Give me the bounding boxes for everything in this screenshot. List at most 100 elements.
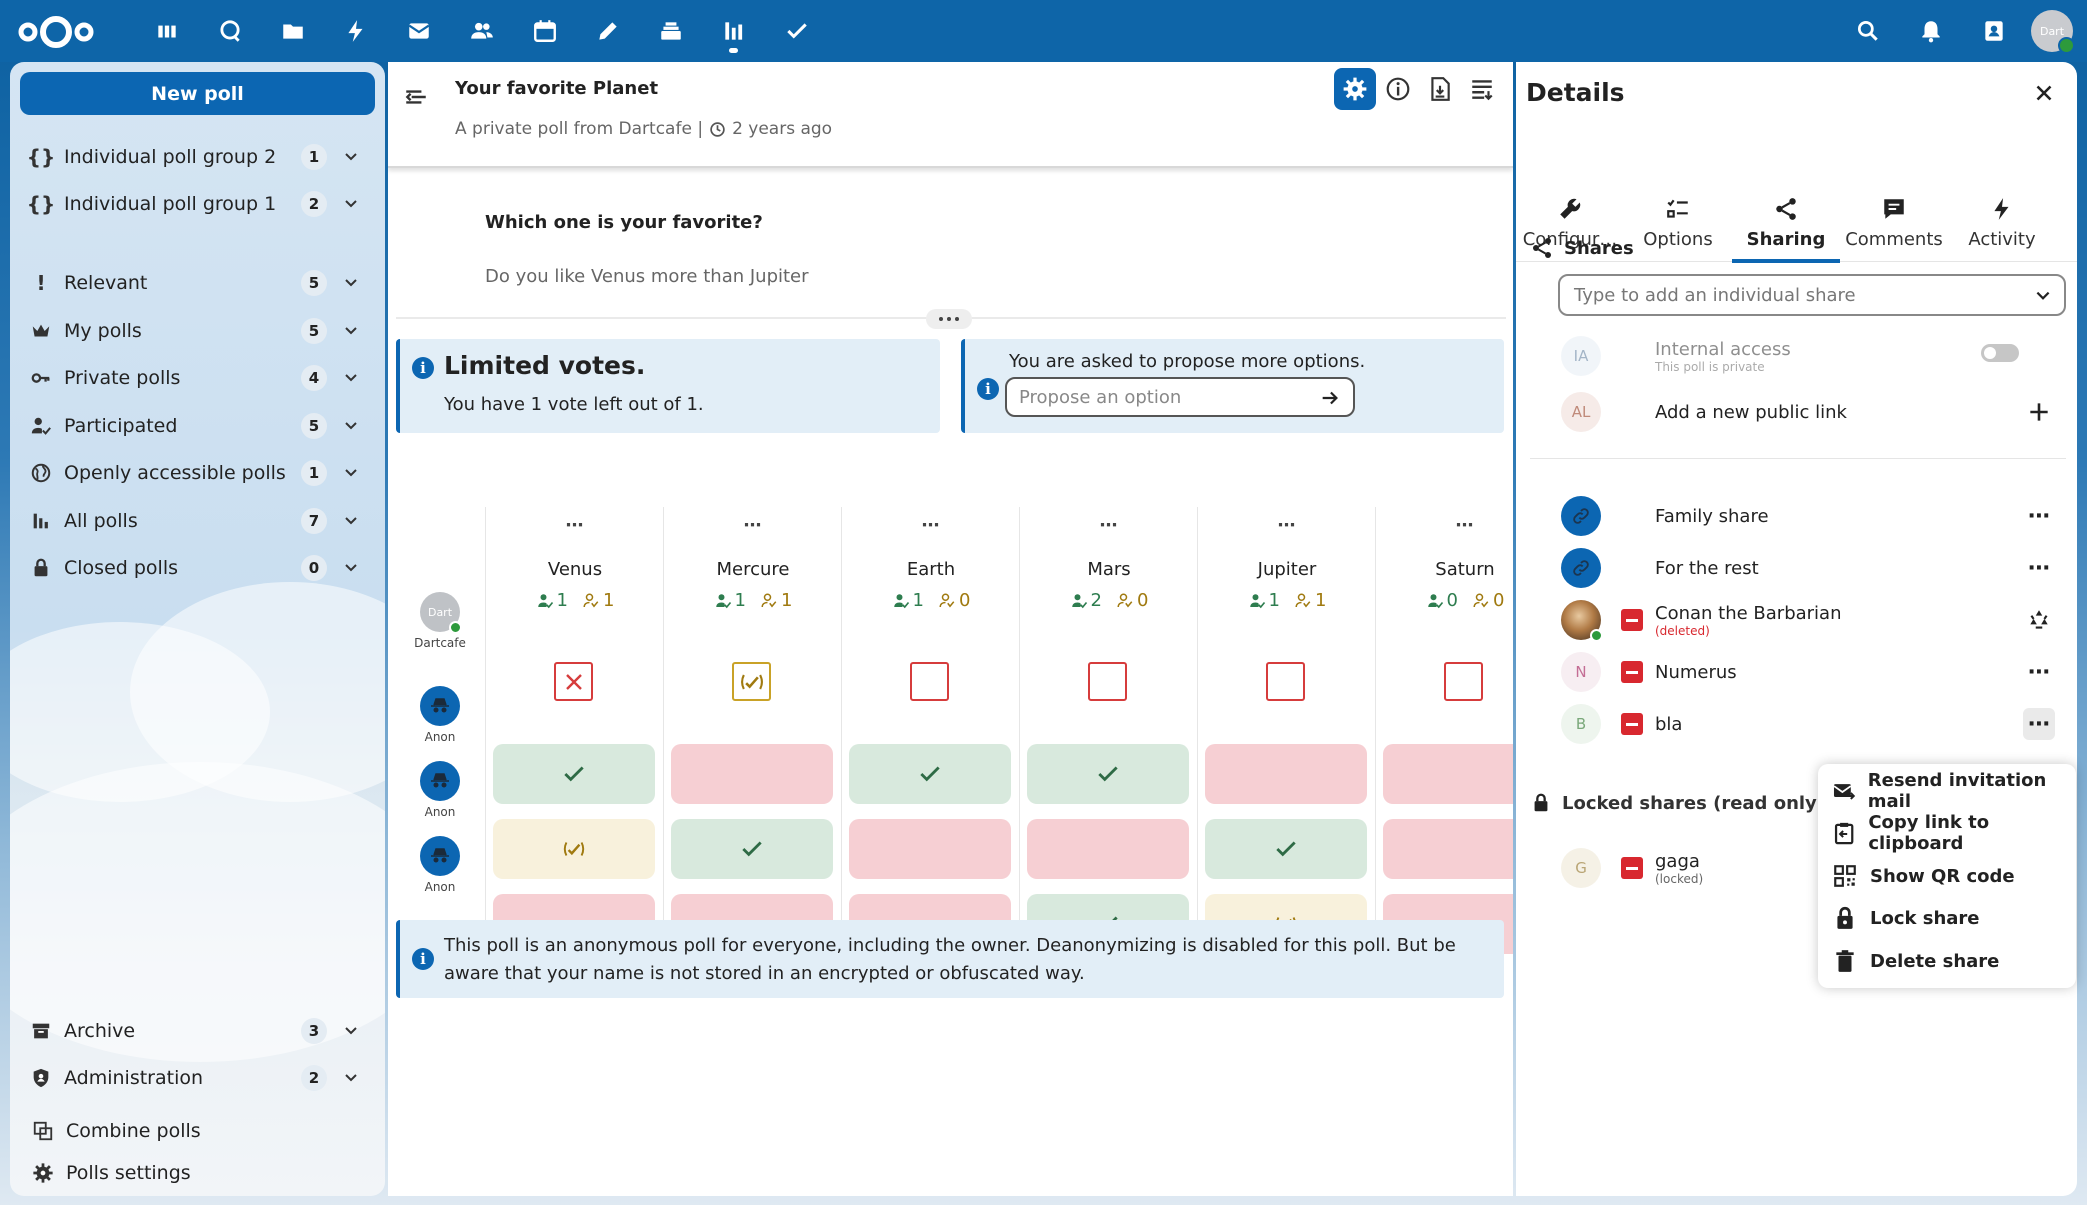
chevron-down-icon[interactable] — [2034, 287, 2052, 305]
talk-icon[interactable] — [198, 0, 261, 62]
nav-item-poll-group-1[interactable]: {} Individual poll group 1 2 — [10, 182, 385, 226]
more-actions-icon[interactable]: ⋯ — [2028, 555, 2050, 581]
option-menu-icon[interactable]: ⋯ — [1455, 515, 1475, 536]
menu-item-label: Show QR code — [1870, 865, 2015, 887]
vote-checkbox[interactable] — [910, 662, 949, 701]
collapse-handle[interactable] — [926, 309, 972, 329]
nav-item-archive[interactable]: Archive 3 — [10, 1009, 385, 1053]
option-menu-icon[interactable]: ⋯ — [743, 515, 763, 536]
vote-checkbox[interactable] — [554, 662, 593, 701]
vote-cell — [1205, 744, 1367, 804]
option-menu-icon[interactable]: ⋯ — [1277, 515, 1297, 536]
new-poll-button[interactable]: New poll — [20, 72, 375, 115]
tab-activity[interactable]: Activity — [1948, 132, 2056, 262]
remove-share-icon[interactable] — [1621, 609, 1643, 631]
mail-icon[interactable] — [387, 0, 450, 62]
share-item-bla[interactable]: B bla ⋯ — [1516, 698, 2077, 750]
chevron-down-icon[interactable] — [343, 418, 363, 434]
tab-options[interactable]: Options — [1624, 132, 1732, 262]
menu-item-qr-code[interactable]: Show QR code — [1818, 855, 2076, 897]
share-item-family[interactable]: Family share ⋯ — [1516, 490, 2077, 542]
toggle-navigation-icon[interactable] — [403, 84, 429, 110]
deck-icon[interactable] — [639, 0, 702, 62]
poll-settings-button[interactable] — [1334, 68, 1376, 110]
tab-sharing[interactable]: Sharing — [1732, 132, 1840, 263]
nav-item-closed-polls[interactable]: Closed polls 0 — [10, 546, 385, 590]
notifications-icon[interactable] — [1899, 0, 1962, 62]
nav-item-administration[interactable]: Administration 2 — [10, 1056, 385, 1100]
nav-item-participated[interactable]: Participated 5 — [10, 404, 385, 448]
vote-checkbox[interactable] — [1088, 662, 1127, 701]
tasks-icon[interactable] — [765, 0, 828, 62]
nav-label: Archive — [64, 1020, 136, 1042]
nav-item-openly-accessible[interactable]: Openly accessible polls 1 — [10, 451, 385, 495]
nav-item-my-polls[interactable]: My polls 5 — [10, 309, 385, 353]
contacts-menu-icon[interactable] — [1962, 0, 2025, 62]
internal-access-toggle[interactable] — [1981, 344, 2019, 362]
nav-item-poll-group-2[interactable]: {} Individual poll group 2 1 — [10, 135, 385, 179]
chevron-down-icon[interactable] — [343, 465, 363, 481]
nav-item-private-polls[interactable]: Private polls 4 — [10, 356, 385, 400]
user-avatar[interactable]: Dart — [2031, 10, 2075, 54]
combine-polls-link[interactable]: Combine polls — [10, 1111, 385, 1151]
share-search-input[interactable]: Type to add an individual share — [1558, 274, 2066, 316]
remove-share-icon[interactable] — [1621, 661, 1643, 683]
share-item-numerus[interactable]: N Numerus ⋯ — [1516, 646, 2077, 698]
poll-info-button[interactable] — [1377, 68, 1419, 110]
more-actions-icon[interactable]: ⋯ — [2023, 708, 2055, 740]
close-icon[interactable] — [2031, 80, 2057, 106]
nav-item-relevant[interactable]: ! Relevant 5 — [10, 261, 385, 305]
export-button[interactable] — [1419, 68, 1461, 110]
crown-icon — [28, 318, 54, 344]
menu-item-label: Lock share — [1870, 907, 1980, 929]
notes-icon[interactable] — [576, 0, 639, 62]
menu-item-copy-link[interactable]: Copy link to clipboard — [1818, 812, 2076, 854]
share-item-for-the-rest[interactable]: For the rest ⋯ — [1516, 542, 2077, 594]
vote-checkbox[interactable] — [732, 662, 771, 701]
share-item-conan[interactable]: Conan the Barbarian (deleted) — [1516, 594, 2077, 646]
recycle-icon[interactable] — [2026, 607, 2052, 633]
chevron-down-icon[interactable] — [343, 513, 363, 529]
chevron-down-icon[interactable] — [343, 370, 363, 386]
chevron-down-icon[interactable] — [343, 323, 363, 339]
chevron-down-icon[interactable] — [343, 275, 363, 291]
chevron-down-icon[interactable] — [343, 1070, 363, 1086]
view-options-button[interactable] — [1461, 68, 1503, 110]
search-icon[interactable] — [1836, 0, 1899, 62]
nextcloud-logo-icon[interactable] — [16, 10, 96, 54]
remove-share-icon[interactable] — [1621, 857, 1643, 879]
chevron-down-icon[interactable] — [343, 149, 363, 165]
option-menu-icon[interactable]: ⋯ — [1099, 515, 1119, 536]
vote-checkbox[interactable] — [1266, 662, 1305, 701]
polls-settings-link[interactable]: Polls settings — [10, 1153, 385, 1193]
poll-owner-text: A private poll from Dartcafe | — [455, 119, 704, 139]
chevron-down-icon[interactable] — [343, 196, 363, 212]
option-menu-icon[interactable]: ⋯ — [565, 515, 585, 536]
remove-share-icon[interactable] — [1621, 713, 1643, 735]
files-icon[interactable] — [261, 0, 324, 62]
share-item-gaga[interactable]: G gaga (locked) — [1516, 842, 2077, 894]
arrow-right-icon[interactable] — [1319, 387, 1341, 409]
chevron-down-icon[interactable] — [343, 1023, 363, 1039]
chevron-down-icon[interactable] — [343, 560, 363, 576]
menu-item-resend-invitation[interactable]: Resend invitation mail — [1818, 770, 2076, 812]
calendar-icon[interactable] — [513, 0, 576, 62]
more-actions-icon[interactable]: ⋯ — [2028, 659, 2050, 685]
nav-item-all-polls[interactable]: All polls 7 — [10, 499, 385, 543]
add-public-link-row[interactable]: AL Add a new public link — [1516, 386, 2077, 438]
tab-configuration[interactable]: Configur… — [1516, 132, 1624, 262]
tab-comments[interactable]: Comments — [1840, 132, 1948, 262]
menu-item-delete-share[interactable]: Delete share — [1818, 940, 2076, 982]
polls-icon[interactable] — [702, 0, 765, 62]
more-actions-icon[interactable]: ⋯ — [2028, 503, 2050, 529]
contacts-icon[interactable] — [450, 0, 513, 62]
plus-icon[interactable] — [2026, 399, 2052, 425]
tab-label: Sharing — [1746, 229, 1826, 250]
vote-checkbox[interactable] — [1444, 662, 1483, 701]
activity-icon[interactable] — [324, 0, 387, 62]
dashboard-icon[interactable] — [135, 0, 198, 62]
option-menu-icon[interactable]: ⋯ — [921, 515, 941, 536]
propose-option-input[interactable]: Propose an option — [1005, 377, 1355, 417]
menu-item-lock-share[interactable]: Lock share — [1818, 897, 2076, 939]
yes-count-value: 2 — [1090, 590, 1102, 611]
